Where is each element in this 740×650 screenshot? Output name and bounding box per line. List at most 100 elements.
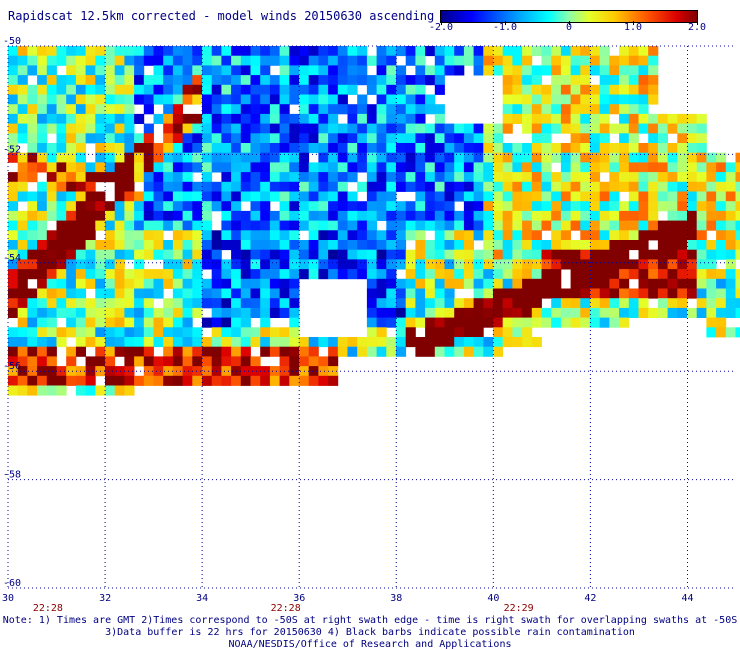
- wind-cell: [725, 288, 736, 299]
- wind-cell: [463, 249, 474, 260]
- wind-cell: [240, 259, 251, 270]
- wind-cell: [638, 46, 649, 57]
- wind-cell: [289, 346, 300, 357]
- wind-cell: [609, 152, 620, 163]
- wind-cell: [299, 94, 310, 105]
- wind-cell: [580, 201, 591, 212]
- wind-cell: [37, 288, 48, 299]
- wind-cell: [134, 65, 145, 76]
- wind-cell: [337, 162, 348, 173]
- wind-cell: [114, 259, 125, 270]
- wind-cell: [211, 356, 222, 367]
- wind-cell: [211, 230, 222, 241]
- wind-cell: [114, 307, 125, 318]
- wind-cell: [172, 133, 183, 144]
- wind-cell: [182, 288, 193, 299]
- wind-cell: [221, 366, 232, 377]
- wind-cell: [531, 259, 542, 270]
- wind-cell: [105, 143, 116, 154]
- wind-cell: [357, 123, 368, 134]
- wind-cell: [677, 249, 688, 260]
- wind-cell: [75, 75, 86, 86]
- wind-cell: [192, 123, 203, 134]
- wind-cell: [289, 172, 300, 183]
- wind-cell: [17, 46, 28, 57]
- wind-cell: [328, 356, 339, 367]
- wind-cell: [37, 317, 48, 328]
- wind-cell: [143, 298, 154, 309]
- wind-cell: [473, 143, 484, 154]
- wind-cell: [667, 220, 678, 231]
- wind-cell: [231, 152, 242, 163]
- wind-cell: [667, 113, 678, 124]
- wind-cell: [163, 113, 174, 124]
- wind-cell: [114, 191, 125, 202]
- wind-cell: [502, 104, 513, 115]
- wind-cell: [376, 152, 387, 163]
- wind-cell: [134, 230, 145, 241]
- wind-cell: [706, 172, 717, 183]
- wind-cell: [463, 307, 474, 318]
- wind-cell: [289, 152, 300, 163]
- wind-cell: [425, 65, 436, 76]
- wind-cell: [221, 133, 232, 144]
- wind-cell: [657, 240, 668, 251]
- wind-cells: [8, 46, 740, 396]
- wind-cell: [8, 191, 19, 202]
- wind-cell: [512, 55, 523, 66]
- wind-cell: [153, 337, 164, 348]
- wind-cell: [240, 55, 251, 66]
- wind-cell: [37, 143, 48, 154]
- wind-cell: [725, 172, 736, 183]
- wind-cell: [114, 65, 125, 76]
- wind-cell: [172, 75, 183, 86]
- wind-cell: [260, 337, 271, 348]
- wind-cell: [124, 210, 135, 221]
- wind-cell: [347, 259, 358, 270]
- wind-cell: [415, 337, 426, 348]
- wind-cell: [590, 94, 601, 105]
- wind-cell: [619, 104, 630, 115]
- wind-cell: [473, 298, 484, 309]
- wind-cell: [182, 366, 193, 377]
- wind-cell: [192, 307, 203, 318]
- wind-cell: [211, 181, 222, 192]
- wind-cell: [580, 104, 591, 115]
- wind-cell: [299, 133, 310, 144]
- wind-cell: [463, 191, 474, 202]
- wind-cell: [483, 133, 494, 144]
- wind-cell: [512, 327, 523, 338]
- wind-cell: [172, 152, 183, 163]
- wind-cell: [590, 162, 601, 173]
- wind-cell: [182, 220, 193, 231]
- wind-cell: [580, 240, 591, 251]
- wind-cell: [493, 65, 504, 76]
- wind-cell: [95, 46, 106, 57]
- wind-cell: [46, 298, 57, 309]
- wind-cell: [37, 104, 48, 115]
- wind-cell: [27, 298, 38, 309]
- wind-cell: [260, 327, 271, 338]
- wind-cell: [493, 307, 504, 318]
- wind-cell: [299, 249, 310, 260]
- wind-cell: [483, 269, 494, 280]
- wind-cell: [328, 337, 339, 348]
- wind-cell: [696, 172, 707, 183]
- wind-cell: [289, 288, 300, 299]
- wind-cell: [95, 317, 106, 328]
- wind-cell: [8, 269, 19, 280]
- wind-cell: [17, 55, 28, 66]
- wind-cell: [628, 46, 639, 57]
- wind-cell: [66, 94, 77, 105]
- wind-cell: [434, 123, 445, 134]
- wind-cell: [386, 46, 397, 57]
- wind-cell: [657, 307, 668, 318]
- wind-cell: [37, 327, 48, 338]
- wind-cell: [56, 337, 67, 348]
- wind-cell: [134, 288, 145, 299]
- wind-cell: [609, 269, 620, 280]
- wind-cell: [619, 133, 630, 144]
- wind-cell: [531, 113, 542, 124]
- wind-cell: [250, 298, 261, 309]
- wind-cell: [17, 249, 28, 260]
